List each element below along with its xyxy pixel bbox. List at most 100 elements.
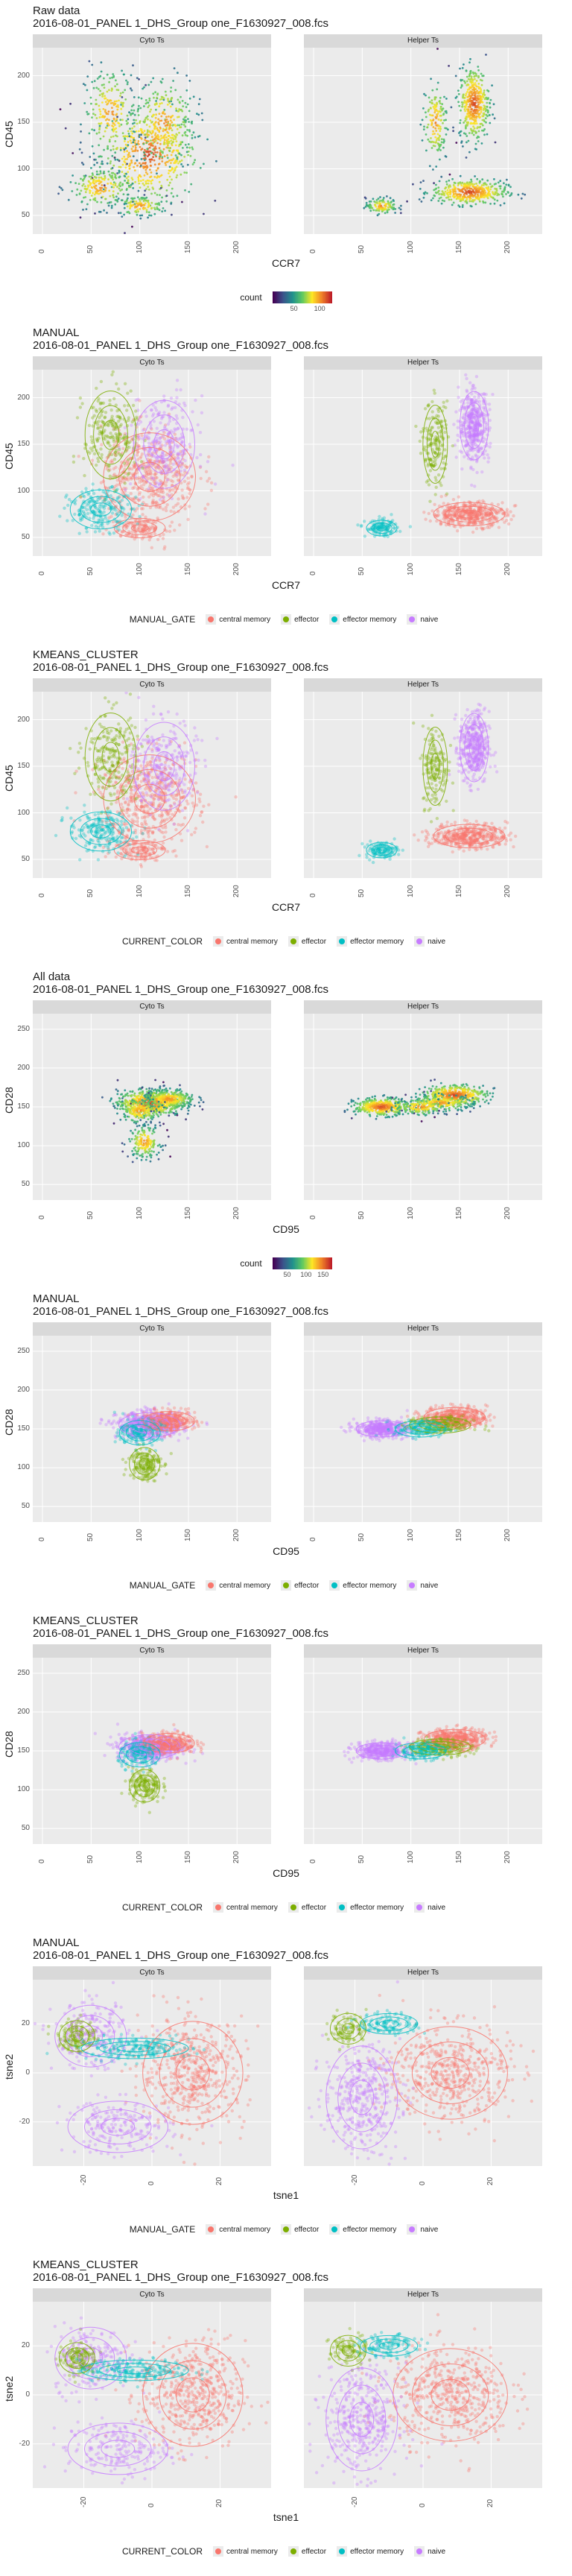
data-point bbox=[114, 513, 118, 517]
data-point bbox=[152, 148, 155, 151]
data-point bbox=[102, 430, 106, 434]
data-point bbox=[477, 86, 480, 88]
data-point bbox=[165, 136, 168, 139]
data-point bbox=[123, 203, 126, 206]
data-point bbox=[372, 198, 375, 201]
data-point bbox=[102, 504, 106, 508]
data-point bbox=[472, 186, 475, 189]
data-point bbox=[115, 100, 118, 103]
data-point bbox=[191, 148, 194, 151]
data-point bbox=[188, 492, 191, 496]
data-point bbox=[477, 507, 481, 511]
data-point bbox=[372, 527, 376, 531]
data-point bbox=[92, 405, 95, 409]
data-point bbox=[198, 464, 203, 468]
data-point bbox=[465, 512, 470, 517]
data-point bbox=[77, 531, 81, 535]
data-point bbox=[185, 89, 188, 92]
data-point bbox=[433, 476, 437, 479]
data-point bbox=[138, 514, 142, 519]
data-point bbox=[474, 502, 478, 507]
data-point bbox=[465, 523, 469, 526]
data-point bbox=[162, 437, 167, 441]
data-point bbox=[124, 478, 128, 482]
data-point bbox=[438, 148, 440, 151]
data-point bbox=[463, 507, 466, 511]
data-point bbox=[470, 483, 474, 487]
data-point bbox=[471, 403, 475, 407]
data-point bbox=[478, 414, 482, 418]
data-point bbox=[114, 184, 117, 187]
data-point bbox=[474, 120, 477, 123]
data-point bbox=[476, 89, 479, 92]
data-point bbox=[107, 464, 111, 468]
data-point bbox=[478, 521, 482, 525]
data-point bbox=[162, 464, 167, 468]
data-point bbox=[472, 433, 477, 437]
plot-svg bbox=[33, 370, 271, 556]
data-point bbox=[475, 410, 479, 414]
data-point bbox=[203, 162, 205, 165]
data-point bbox=[112, 428, 115, 432]
data-point bbox=[131, 178, 134, 181]
data-point bbox=[457, 508, 460, 512]
data-point bbox=[453, 525, 457, 528]
data-point bbox=[492, 103, 495, 106]
data-point bbox=[435, 437, 439, 441]
data-point bbox=[177, 457, 180, 461]
data-point bbox=[177, 162, 179, 165]
data-point bbox=[153, 405, 157, 410]
data-point bbox=[130, 420, 134, 424]
data-point bbox=[107, 502, 111, 507]
data-point bbox=[489, 513, 492, 517]
data-point bbox=[93, 530, 98, 534]
data-point bbox=[147, 525, 152, 529]
data-point bbox=[133, 465, 136, 469]
data-point bbox=[199, 452, 203, 457]
data-point bbox=[155, 449, 159, 453]
data-point bbox=[457, 101, 460, 104]
data-point bbox=[149, 476, 153, 479]
data-point bbox=[432, 464, 436, 468]
data-point bbox=[426, 479, 430, 482]
data-point bbox=[181, 100, 184, 102]
data-point bbox=[92, 500, 96, 504]
data-point bbox=[182, 118, 185, 121]
data-point bbox=[422, 192, 425, 195]
data-point bbox=[165, 94, 168, 97]
data-point bbox=[143, 470, 147, 473]
data-point bbox=[482, 412, 486, 417]
data-point bbox=[118, 494, 121, 499]
data-point bbox=[180, 440, 184, 443]
chart-title: MANUAL bbox=[33, 326, 80, 339]
data-point bbox=[95, 98, 98, 101]
data-point bbox=[468, 517, 471, 522]
data-point bbox=[109, 175, 112, 177]
data-point bbox=[140, 434, 144, 438]
data-point bbox=[101, 83, 104, 86]
data-point bbox=[120, 107, 123, 110]
data-point bbox=[92, 491, 96, 496]
data-point bbox=[102, 499, 107, 503]
data-point bbox=[177, 98, 179, 101]
data-point bbox=[156, 203, 159, 206]
data-point bbox=[480, 193, 483, 196]
data-point bbox=[186, 103, 189, 106]
data-point bbox=[151, 115, 154, 118]
data-point bbox=[476, 177, 479, 180]
data-point bbox=[419, 452, 423, 455]
data-point bbox=[483, 427, 487, 431]
data-point bbox=[188, 80, 191, 82]
data-point bbox=[112, 148, 115, 151]
data-point bbox=[108, 89, 110, 92]
data-point bbox=[160, 443, 164, 447]
data-point bbox=[118, 417, 122, 421]
data-point bbox=[471, 440, 475, 443]
data-point bbox=[158, 147, 161, 150]
data-point bbox=[188, 110, 191, 113]
plot-svg bbox=[304, 48, 542, 234]
data-point bbox=[462, 191, 464, 194]
data-point bbox=[162, 454, 166, 458]
data-point bbox=[165, 480, 168, 484]
data-point bbox=[466, 517, 471, 520]
